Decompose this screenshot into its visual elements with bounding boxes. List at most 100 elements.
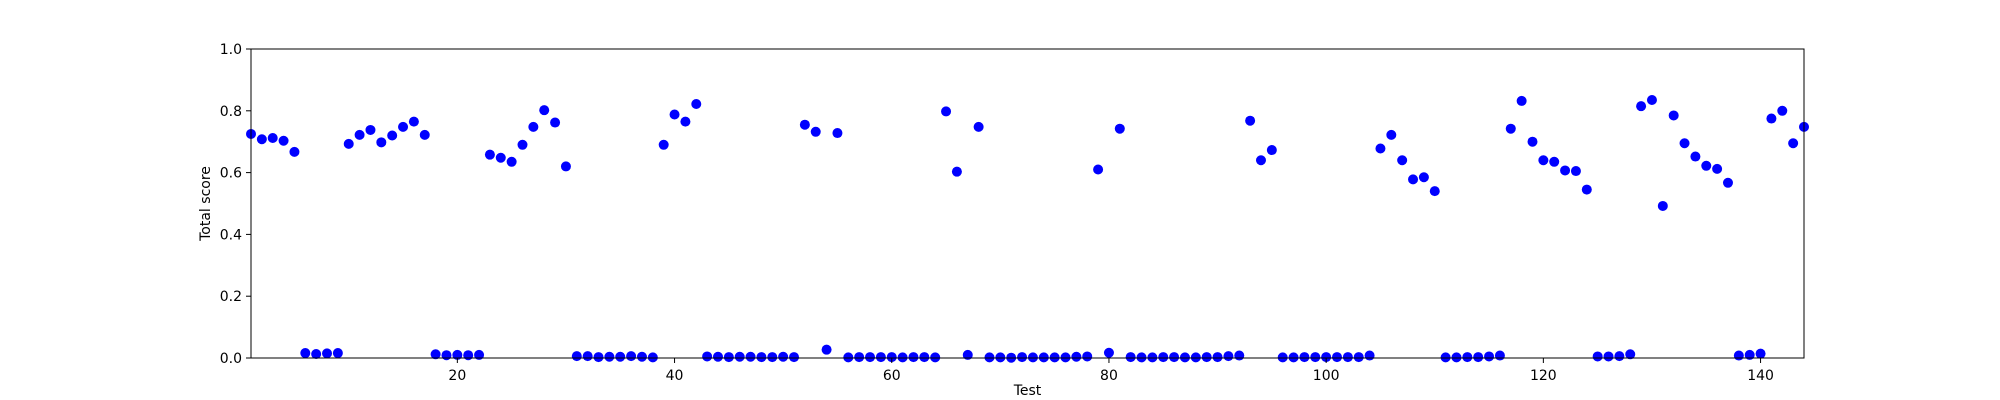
data-point bbox=[376, 137, 387, 148]
data-points bbox=[246, 94, 1809, 363]
data-point bbox=[745, 351, 756, 362]
y-tick-label: 0.2 bbox=[220, 289, 242, 305]
data-point bbox=[702, 351, 713, 362]
data-point bbox=[1190, 352, 1201, 363]
data-point bbox=[1049, 352, 1060, 363]
data-point bbox=[1060, 352, 1071, 363]
data-point bbox=[1114, 123, 1125, 134]
data-point bbox=[1103, 347, 1114, 358]
data-point bbox=[1592, 351, 1603, 362]
data-point bbox=[387, 130, 398, 141]
data-point bbox=[1494, 350, 1505, 361]
data-point bbox=[1364, 350, 1375, 361]
data-point bbox=[1071, 351, 1082, 362]
data-point bbox=[636, 351, 647, 362]
data-point bbox=[1245, 115, 1256, 126]
x-axis-label: Test bbox=[1013, 383, 1042, 399]
y-axis-ticks: 0.0 0.2 0.4 0.6 0.8 1.0 bbox=[220, 42, 251, 367]
data-point bbox=[1505, 123, 1516, 134]
data-point bbox=[810, 126, 821, 137]
data-point bbox=[582, 351, 593, 362]
data-point bbox=[474, 349, 485, 360]
data-point bbox=[1234, 350, 1245, 361]
x-tick-label: 20 bbox=[448, 368, 466, 384]
data-point bbox=[1082, 351, 1093, 362]
data-point bbox=[789, 352, 800, 363]
x-tick-label: 140 bbox=[1747, 368, 1774, 384]
data-point bbox=[1158, 352, 1169, 363]
data-point bbox=[517, 139, 528, 150]
data-point bbox=[865, 352, 876, 363]
data-point bbox=[1636, 101, 1647, 112]
data-point bbox=[886, 352, 897, 363]
data-point bbox=[1614, 351, 1625, 362]
data-point bbox=[647, 352, 658, 363]
data-point bbox=[875, 352, 886, 363]
data-point bbox=[1690, 151, 1701, 162]
data-point bbox=[1701, 160, 1712, 171]
data-point bbox=[778, 351, 789, 362]
data-point bbox=[1299, 352, 1310, 363]
y-tick-label: 1.0 bbox=[220, 42, 242, 58]
data-point bbox=[593, 352, 604, 363]
data-point bbox=[1451, 352, 1462, 363]
x-tick-label: 60 bbox=[883, 368, 901, 384]
data-point bbox=[1657, 200, 1668, 211]
data-point bbox=[1255, 155, 1266, 166]
x-tick-label: 100 bbox=[1313, 368, 1340, 384]
data-point bbox=[756, 352, 767, 363]
data-point bbox=[300, 348, 311, 359]
data-point bbox=[1353, 352, 1364, 363]
data-point bbox=[1169, 352, 1180, 363]
data-point bbox=[343, 138, 354, 149]
data-point bbox=[1712, 163, 1723, 174]
data-point bbox=[1223, 351, 1234, 362]
data-point bbox=[441, 350, 452, 361]
data-point bbox=[1321, 352, 1332, 363]
data-point bbox=[658, 139, 669, 150]
data-point bbox=[571, 351, 582, 362]
data-point bbox=[984, 352, 995, 363]
data-point bbox=[1722, 177, 1733, 188]
data-point bbox=[1603, 351, 1614, 362]
data-point bbox=[430, 349, 441, 360]
data-point bbox=[1266, 145, 1277, 156]
x-tick-label: 40 bbox=[666, 368, 684, 384]
data-point bbox=[495, 152, 506, 163]
data-point bbox=[452, 349, 463, 360]
data-point bbox=[854, 352, 865, 363]
data-point bbox=[1277, 352, 1288, 363]
data-point bbox=[267, 132, 278, 143]
data-point bbox=[712, 351, 723, 362]
data-point bbox=[734, 351, 745, 362]
data-point bbox=[1581, 184, 1592, 195]
data-point bbox=[365, 124, 376, 135]
data-point bbox=[1538, 155, 1549, 166]
data-point bbox=[1668, 110, 1679, 121]
data-point bbox=[1549, 156, 1560, 167]
data-point bbox=[1516, 95, 1527, 106]
data-point bbox=[919, 352, 930, 363]
data-point bbox=[1679, 138, 1690, 149]
data-point bbox=[1038, 352, 1049, 363]
data-point bbox=[506, 156, 517, 167]
data-point bbox=[1744, 349, 1755, 360]
y-tick-label: 0.4 bbox=[220, 227, 242, 243]
data-point bbox=[832, 128, 843, 139]
data-point bbox=[723, 352, 734, 363]
data-point bbox=[897, 352, 908, 363]
data-point bbox=[1397, 155, 1408, 166]
data-point bbox=[419, 129, 430, 140]
data-point bbox=[1125, 352, 1136, 363]
data-point bbox=[691, 99, 702, 109]
data-point bbox=[528, 121, 539, 132]
x-tick-label: 80 bbox=[1100, 368, 1118, 384]
y-tick-label: 0.8 bbox=[220, 104, 242, 120]
data-point bbox=[962, 349, 973, 360]
data-point bbox=[1777, 105, 1788, 116]
data-point bbox=[680, 116, 691, 127]
data-point bbox=[908, 352, 919, 363]
data-point bbox=[311, 348, 322, 359]
data-point bbox=[995, 352, 1006, 363]
